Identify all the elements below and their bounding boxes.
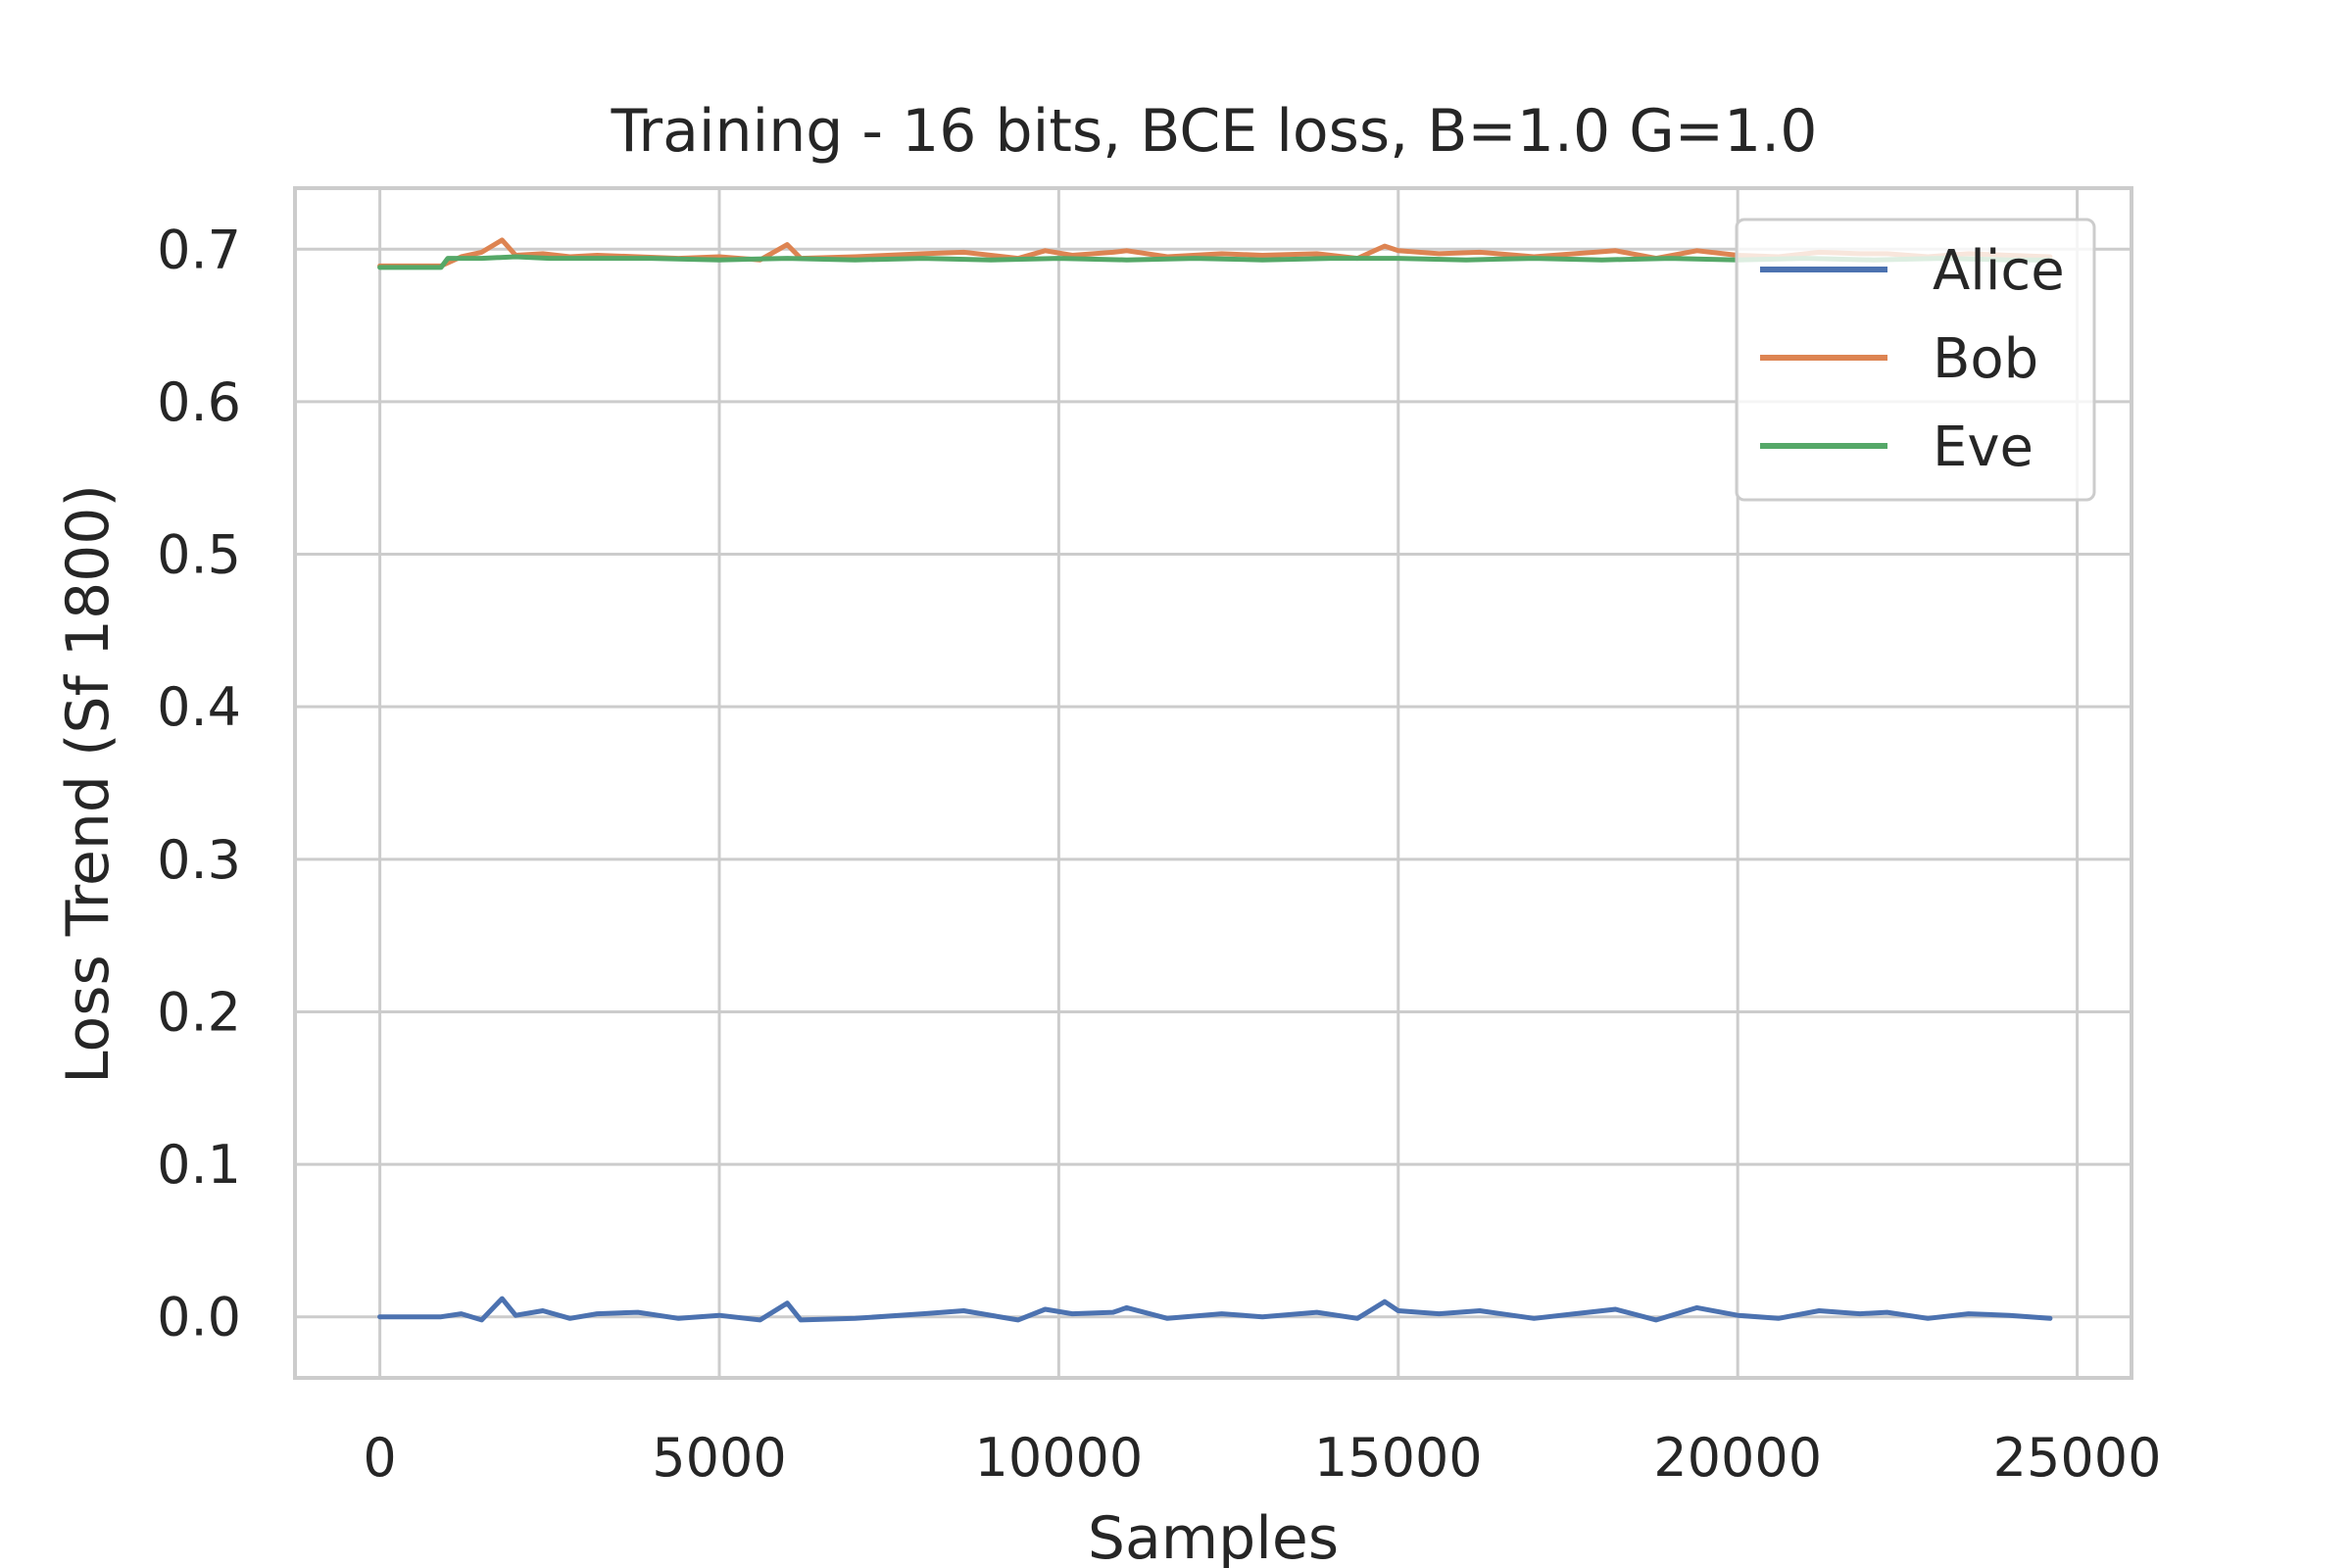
y-tick-label: 0.2 (157, 981, 241, 1043)
series-line-alice (377, 1296, 2053, 1323)
y-tick-label: 0.0 (157, 1287, 241, 1348)
y-axis-label: Loss Trend (Sf 1800) (54, 484, 122, 1084)
y-tick-label: 0.6 (157, 371, 241, 433)
legend-label-eve: Eve (1933, 416, 2034, 479)
chart-title: Training - 16 bits, BCE loss, B=1.0 G=1.… (611, 97, 1818, 166)
legend-box (1735, 218, 2096, 502)
x-tick-label: 25000 (1993, 1427, 2162, 1489)
y-axis-ticks: 0.0 0.1 0.2 0.3 0.4 0.5 0.6 0.7 (157, 219, 241, 1348)
x-axis-ticks: 0 5000 10000 15000 20000 25000 (363, 1427, 2161, 1489)
legend-label-alice: Alice (1933, 239, 2065, 303)
y-tick-label: 0.7 (157, 219, 241, 280)
x-tick-label: 20000 (1653, 1427, 1822, 1489)
x-tick-label: 5000 (652, 1427, 786, 1489)
y-tick-label: 0.3 (157, 829, 241, 891)
y-tick-label: 0.4 (157, 676, 241, 738)
x-tick-label: 10000 (974, 1427, 1143, 1489)
y-tick-label: 0.5 (157, 524, 241, 586)
y-tick-label: 0.1 (157, 1134, 241, 1196)
x-tick-label: 15000 (1314, 1427, 1483, 1489)
x-tick-label: 0 (363, 1427, 396, 1489)
plot-area-frame (293, 186, 2133, 1380)
legend-label-bob: Bob (1933, 327, 2038, 391)
x-axis-label: Samples (1088, 1504, 1339, 1568)
legend: Alice Bob Eve (1735, 218, 2096, 502)
